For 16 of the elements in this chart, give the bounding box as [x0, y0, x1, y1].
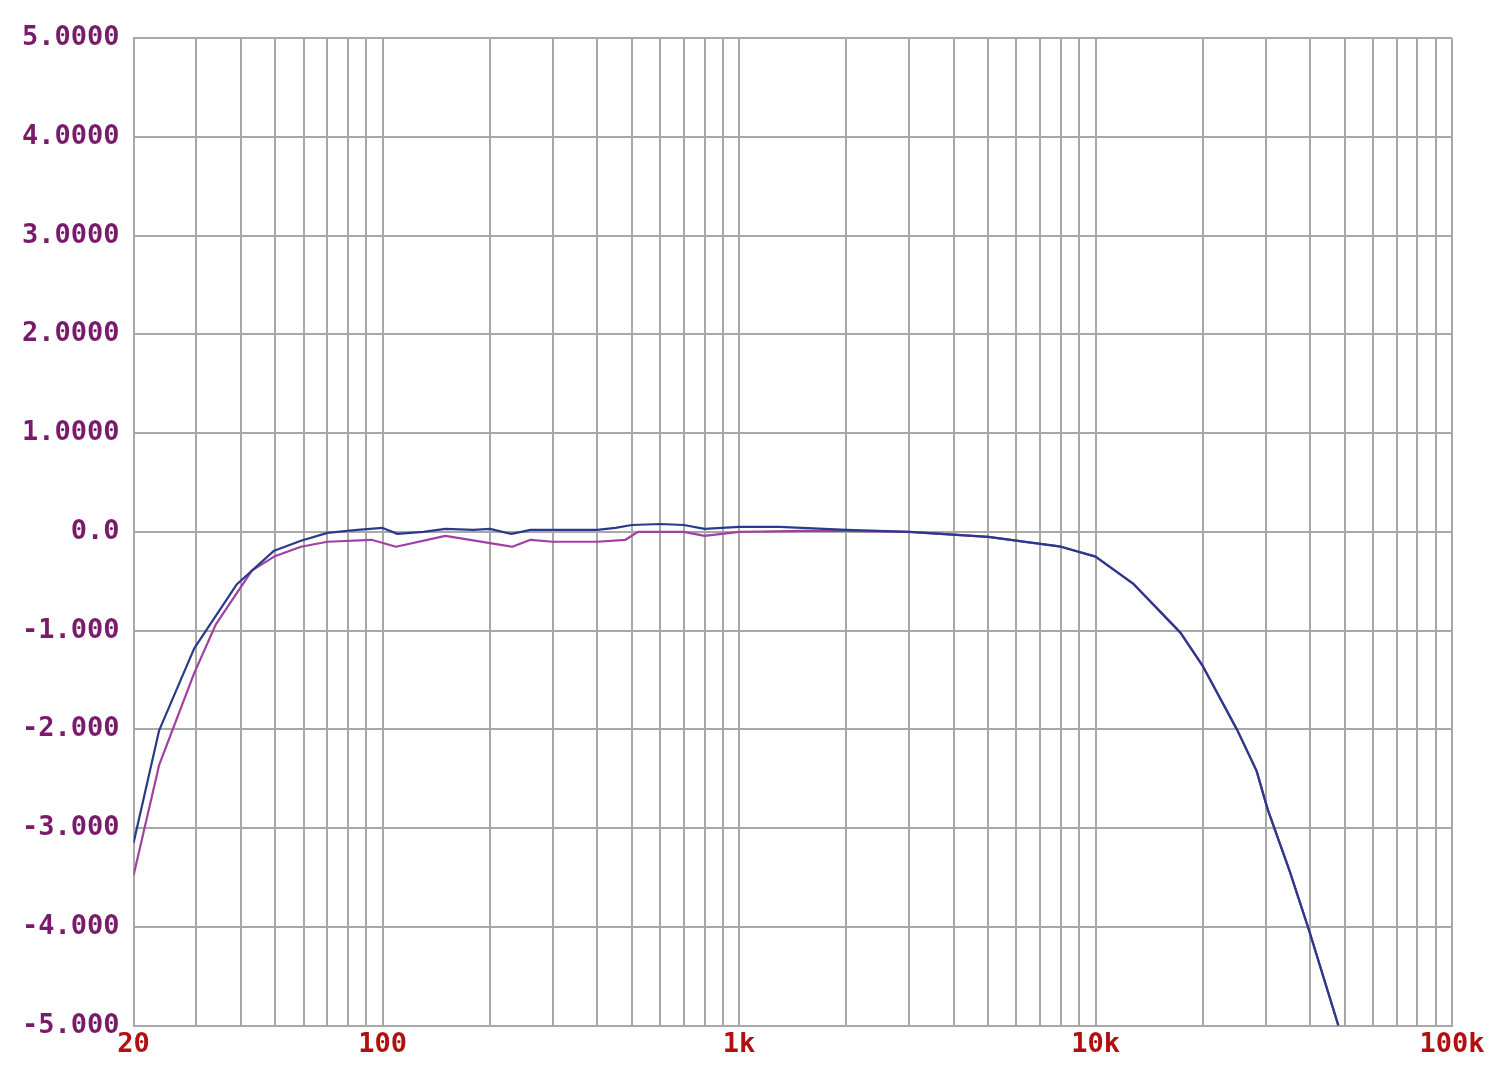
x-tick-label: 1k: [722, 1026, 756, 1058]
y-tick-label: -4.000: [21, 908, 120, 940]
y-tick-label: -3.000: [21, 810, 120, 842]
y-tick-label: 5.0000: [21, 20, 120, 52]
y-tick-label: -2.000: [21, 711, 120, 743]
y-tick-label: 0.0: [70, 513, 120, 545]
y-tick-label: -5.000: [21, 1007, 120, 1039]
x-tick-label: 100: [358, 1026, 408, 1058]
y-tick-label: 2.0000: [21, 316, 120, 348]
x-tick-label: 10k: [1071, 1026, 1120, 1058]
y-tick-label: -1.000: [21, 612, 120, 644]
x-tick-label: 100k: [1419, 1026, 1485, 1058]
y-tick-label: 4.0000: [21, 118, 120, 150]
y-tick-label: 3.0000: [21, 217, 120, 249]
x-tick-label: 20: [117, 1026, 150, 1058]
y-tick-label: 1.0000: [21, 415, 120, 447]
